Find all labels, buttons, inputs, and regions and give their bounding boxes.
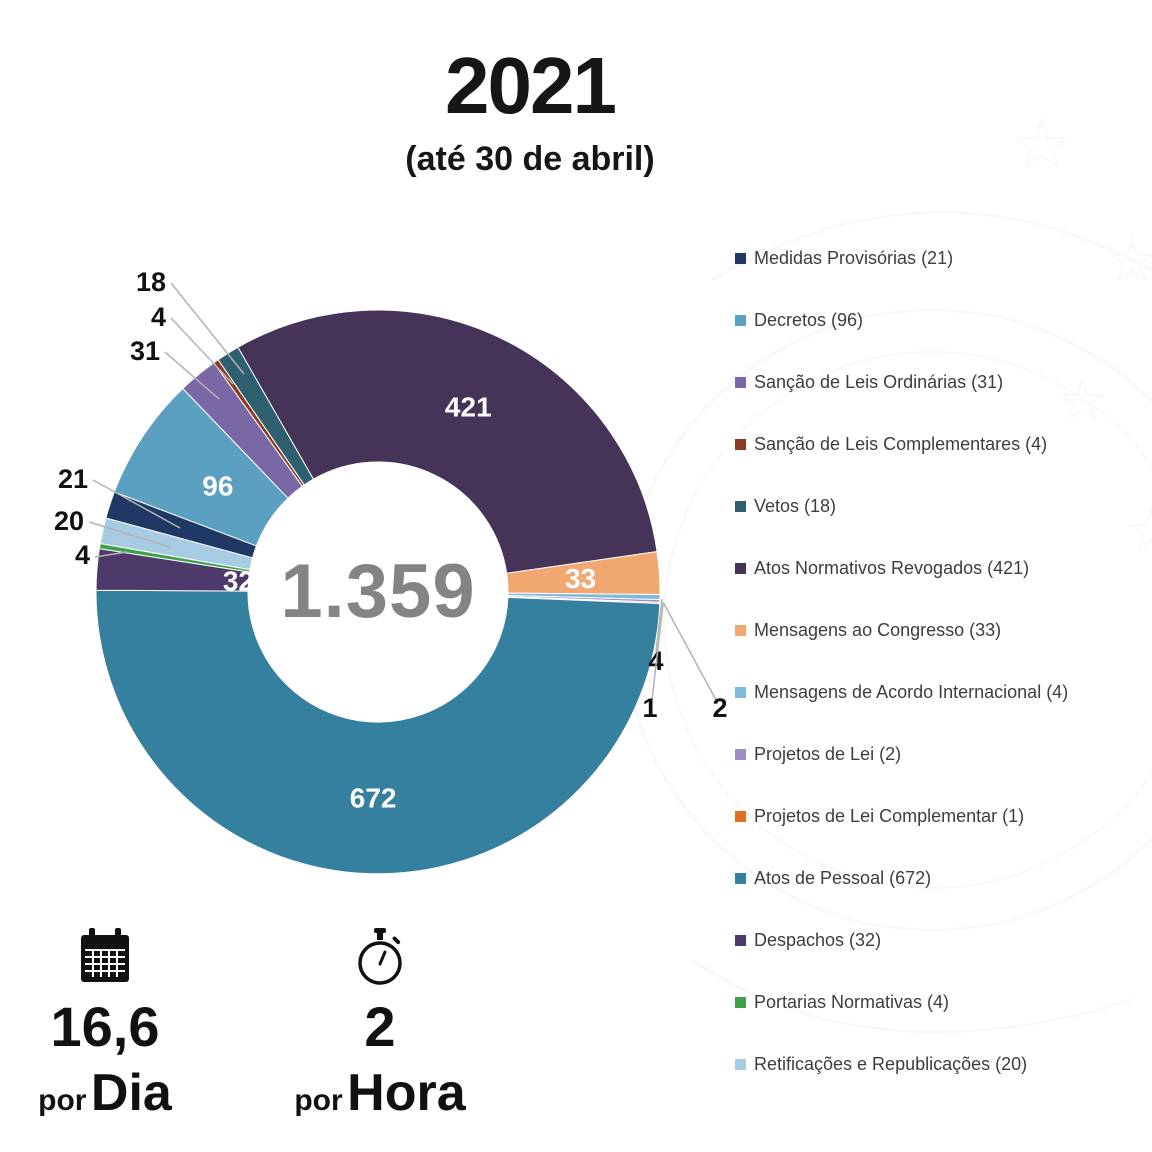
donut-slice-5 (237, 309, 658, 574)
legend-item: Sanção de Leis Ordinárias (31) (735, 351, 1068, 413)
legend-swatch (735, 748, 746, 760)
legend-swatch (735, 314, 746, 326)
slice-callout-label: 4 (75, 540, 90, 570)
title-block: 2021 (até 30 de abril) (0, 46, 1060, 179)
leader-line (170, 282, 245, 375)
slice-callout-label: 2 (712, 693, 727, 723)
slice-callout-label: 4 (151, 302, 166, 332)
legend-item: Atos de Pessoal (672) (735, 847, 1068, 909)
per-hour-unit-prefix: por (294, 1083, 343, 1117)
stopwatch-icon (280, 928, 480, 988)
legend-item: Sanção de Leis Complementares (4) (735, 413, 1068, 475)
legend-swatch (735, 624, 746, 636)
legend-item: Projetos de Lei (2) (735, 723, 1068, 785)
per-hour-value: 2 (364, 995, 396, 1058)
legend-swatch (735, 872, 746, 884)
legend-item-label: Mensagens de Acordo Internacional (4) (754, 681, 1069, 702)
legend-item: Mensagens ao Congresso (33) (735, 599, 1068, 661)
legend-item-label: Portarias Normativas (4) (754, 991, 950, 1012)
leader-line (655, 598, 663, 653)
leader-line (164, 351, 220, 400)
legend-swatch (735, 686, 746, 698)
page-subtitle: (até 30 de abril) (405, 140, 655, 178)
legend-swatch (735, 1058, 746, 1070)
legend-swatch (735, 376, 746, 388)
legend-item: Retificações e Republicações (20) (735, 1033, 1068, 1095)
legend-item-label: Decretos (96) (754, 309, 864, 330)
legend-swatch (735, 438, 746, 450)
legend-item-label: Projetos de Lei Complementar (1) (754, 805, 1025, 826)
slice-callout-label: 1 (642, 693, 657, 723)
legend-swatch (735, 934, 746, 946)
legend-item: Despachos (32) (735, 909, 1068, 971)
stat-per-day: 16,6 por Dia (30, 928, 180, 1119)
legend-item-label: Mensagens ao Congresso (33) (754, 619, 1002, 640)
leader-line (651, 603, 664, 701)
page-title: 2021 (445, 41, 617, 130)
legend-item: Atos Normativos Revogados (421) (735, 537, 1068, 599)
legend-item-label: Sanção de Leis Ordinárias (31) (754, 371, 1004, 392)
legend-item: Portarias Normativas (4) (735, 971, 1068, 1033)
donut-center-total: 1.359 (280, 549, 476, 634)
legend-item: Medidas Provisórias (21) (735, 227, 1068, 289)
legend-swatch (735, 996, 746, 1008)
legend-item-label: Projetos de Lei (2) (754, 743, 902, 764)
donut-labels: 2196314184213342167232420 (54, 267, 728, 813)
legend-swatch (735, 562, 746, 574)
slice-value-label: 421 (445, 391, 492, 422)
donut-slice-13 (99, 517, 254, 571)
legend-item-label: Sanção de Leis Complementares (4) (754, 433, 1048, 454)
leader-line (170, 317, 234, 385)
per-day-unit: por Dia (30, 1067, 180, 1119)
slice-value-label: 672 (350, 782, 397, 813)
legend-item-label: Atos Normativos Revogados (421) (754, 557, 1030, 578)
legend-item-label: Despachos (32) (754, 929, 882, 950)
slice-value-label: 96 (202, 471, 233, 502)
leader-line (94, 551, 128, 558)
legend-item-label: Vetos (18) (754, 495, 837, 516)
slice-callout-label: 20 (54, 506, 84, 536)
legend-item: Decretos (96) (735, 289, 1068, 351)
legend-item: Projetos de Lei Complementar (1) (735, 785, 1068, 847)
calendar-icon (30, 928, 180, 988)
legend-item: Vetos (18) (735, 475, 1068, 537)
per-day-value: 16,6 (50, 995, 160, 1058)
leader-line (662, 601, 717, 701)
legend-item-label: Medidas Provisórias (21) (754, 247, 954, 268)
legend-item-label: Atos de Pessoal (672) (754, 867, 932, 888)
legend-item: Mensagens de Acordo Internacional (4) (735, 661, 1068, 723)
slice-callout-label: 18 (136, 267, 166, 297)
slice-value-label: 33 (565, 563, 596, 594)
per-hour-unit-label: Hora (347, 1063, 466, 1122)
slice-value-label: 32 (223, 565, 254, 596)
per-day-unit-label: Dia (90, 1063, 172, 1122)
legend-item-label: Retificações e Republicações (20) (754, 1053, 1028, 1074)
legend-swatch (735, 810, 746, 822)
chart-legend: Medidas Provisórias (21) Decretos (96) San… (735, 227, 1068, 1095)
per-day-unit-prefix: por (38, 1083, 87, 1117)
leader-line (88, 521, 171, 548)
slice-callout-label: 31 (130, 336, 160, 366)
donut-slice-10 (95, 589, 661, 875)
legend-swatch (735, 500, 746, 512)
leader-line (92, 479, 181, 529)
per-hour-unit: por Hora (280, 1067, 480, 1119)
legend-swatch (735, 252, 746, 264)
slice-callout-label: 21 (58, 464, 88, 494)
stat-per-hour: 2 por Hora (280, 928, 480, 1119)
